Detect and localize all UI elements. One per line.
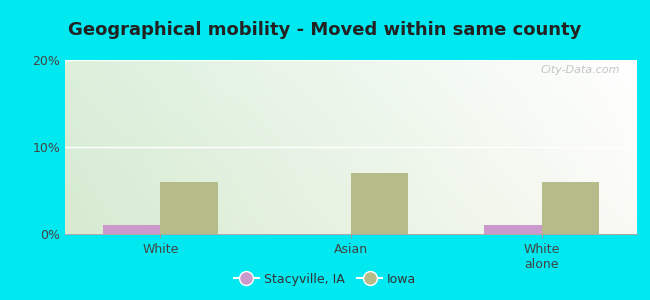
Legend: Stacyville, IA, Iowa: Stacyville, IA, Iowa	[229, 268, 421, 291]
Text: Geographical mobility - Moved within same county: Geographical mobility - Moved within sam…	[68, 21, 582, 39]
Bar	[484, 225, 541, 234]
Bar	[541, 182, 599, 234]
Bar	[161, 182, 218, 234]
Bar	[351, 173, 408, 234]
Text: City-Data.com: City-Data.com	[540, 65, 620, 75]
Bar	[103, 225, 161, 234]
